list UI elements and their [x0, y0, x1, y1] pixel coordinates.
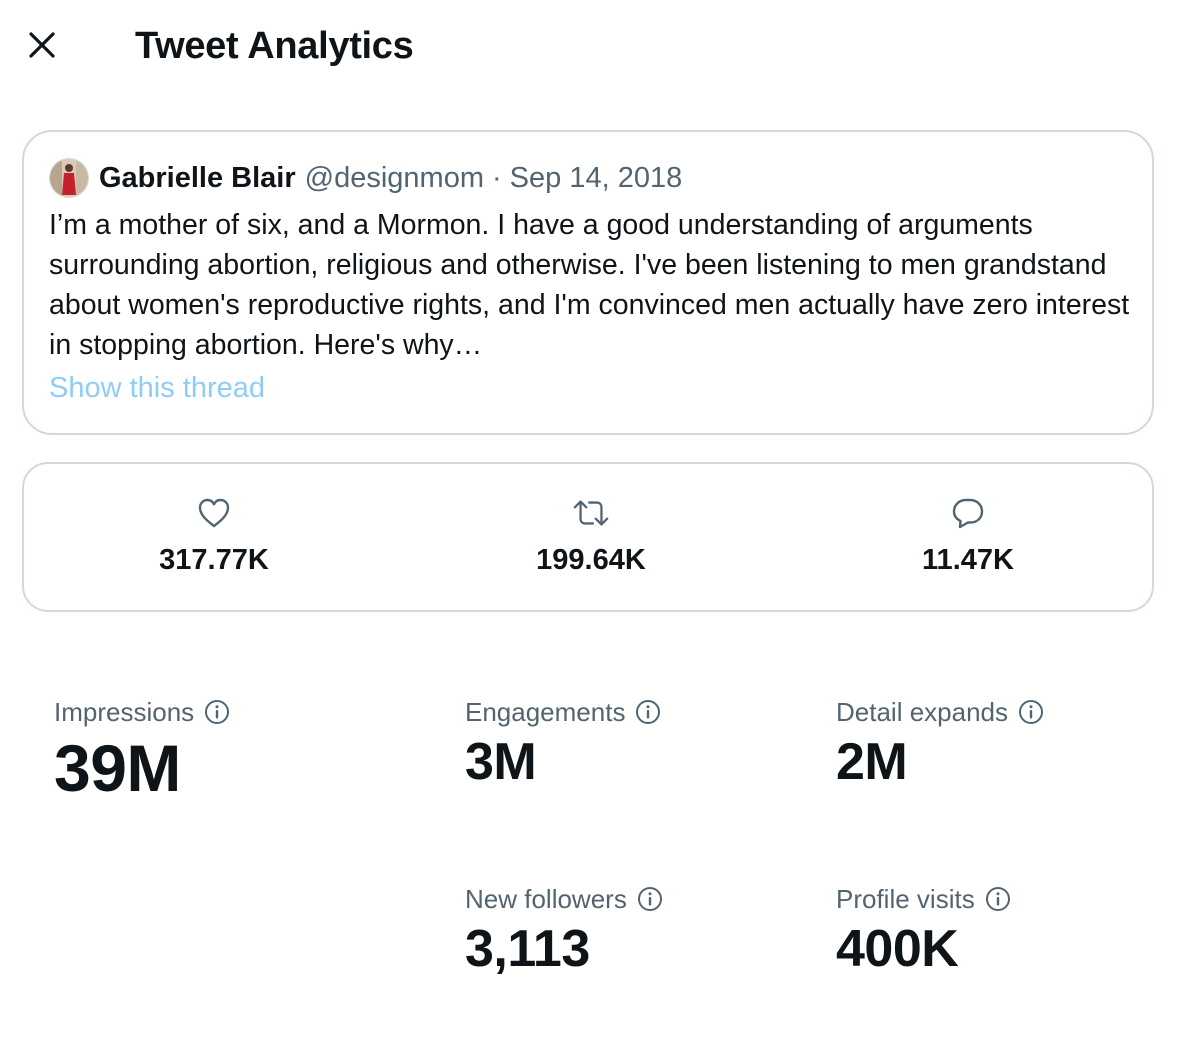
metric-new-followers: New followers 3,113: [465, 881, 663, 979]
metric-value: 2M: [836, 733, 908, 791]
author-name[interactable]: Gabrielle Blair: [99, 161, 296, 194]
metric-impressions: Impressions 39M: [54, 694, 230, 806]
metric-value: 39M: [54, 731, 181, 805]
metric-engagements: Engagements 3M: [465, 694, 661, 792]
likes-count: 317.77K: [94, 494, 334, 577]
info-icon[interactable]: [985, 886, 1011, 912]
retweets-value: 199.64K: [536, 544, 646, 576]
tweet-date[interactable]: Sep 14, 2018: [509, 161, 683, 194]
metric-value: 3M: [465, 733, 537, 791]
tweet-card[interactable]: Gabrielle Blair @designmom · Sep 14, 201…: [22, 130, 1154, 435]
metric-label: Impressions: [54, 696, 195, 727]
show-thread-link[interactable]: Show this thread: [49, 372, 266, 404]
separator-dot: ·: [492, 161, 502, 194]
replies-value: 11.47K: [922, 544, 1014, 576]
replies-count: 11.47K: [848, 494, 1088, 577]
analytics-header: Tweet Analytics: [0, 0, 1182, 92]
reply-icon: [949, 494, 987, 532]
tweet-text: I’m a mother of six, and a Mormon. I hav…: [49, 209, 1130, 361]
metric-label: Detail expands: [836, 696, 1008, 727]
info-icon[interactable]: [635, 699, 661, 725]
metric-detail-expands: Detail expands 2M: [836, 694, 1044, 792]
avatar[interactable]: [49, 158, 89, 198]
engagement-counts-card: 317.77K 199.64K 11.47K: [22, 462, 1154, 612]
heart-icon: [195, 494, 233, 532]
close-button[interactable]: [22, 25, 62, 65]
author-handle[interactable]: @designmom: [304, 161, 484, 194]
metric-label: Engagements: [465, 696, 626, 727]
metric-value: 400K: [836, 920, 959, 978]
retweet-icon: [572, 494, 610, 532]
metric-value: 3,113: [465, 920, 590, 978]
page-title: Tweet Analytics: [135, 25, 414, 67]
retweets-count: 199.64K: [471, 494, 711, 577]
metric-label: New followers: [465, 883, 627, 914]
info-icon[interactable]: [637, 886, 663, 912]
info-icon[interactable]: [1018, 699, 1044, 725]
metric-profile-visits: Profile visits 400K: [836, 881, 1011, 979]
close-icon: [29, 32, 55, 58]
likes-value: 317.77K: [159, 544, 269, 576]
tweet-header: Gabrielle Blair @designmom · Sep 14, 201…: [49, 156, 682, 200]
metric-label: Profile visits: [836, 883, 975, 914]
info-icon[interactable]: [204, 699, 230, 725]
